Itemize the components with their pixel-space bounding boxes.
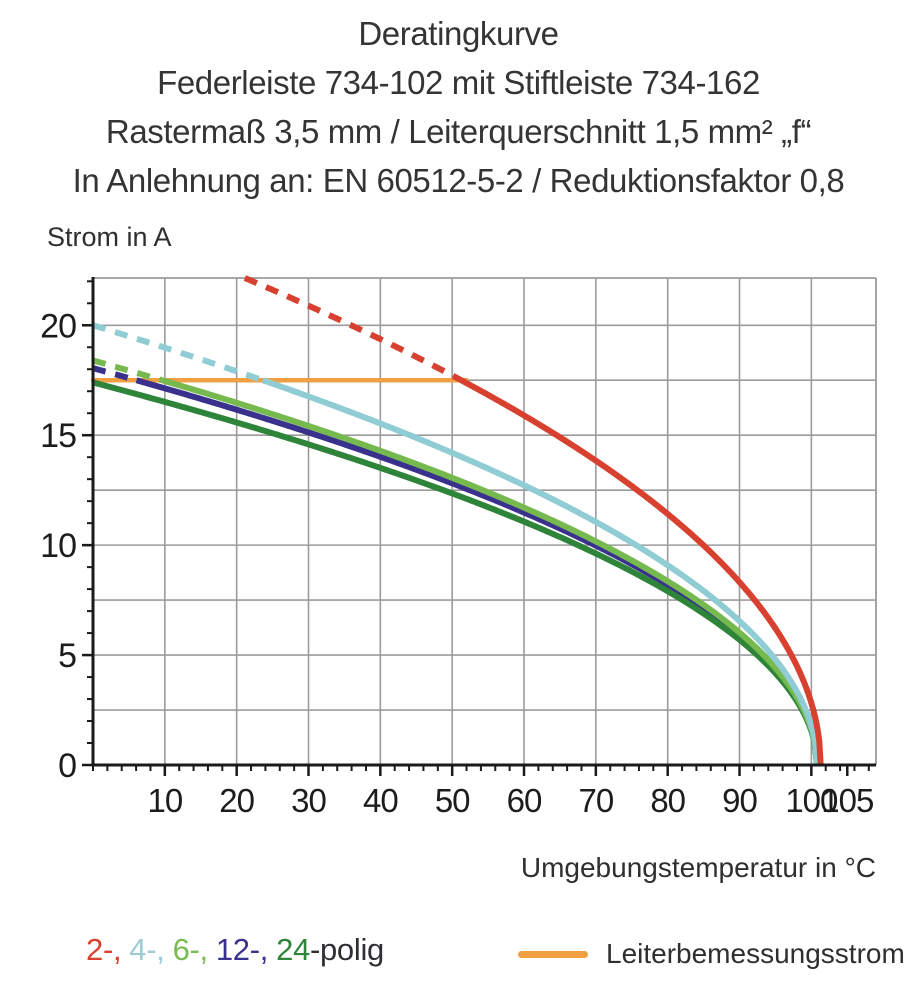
x-tick-label-30: 30 (291, 782, 326, 819)
legend-pole-item: 6-, (172, 932, 209, 967)
x-tick-label-20: 20 (219, 782, 254, 819)
y-tick-label-0: 0 (58, 747, 76, 785)
x-tick-label-105: 105 (821, 782, 873, 819)
x-tick-label-80: 80 (650, 782, 685, 819)
x-tick-label-70: 70 (578, 782, 613, 819)
title-block: Deratingkurve Federleiste 734-102 mit St… (0, 9, 917, 205)
x-tick-label-40: 40 (363, 782, 398, 819)
x-tick-label-100: 100 (785, 782, 838, 819)
legend-pole-item: 24 (276, 932, 310, 967)
x-tick-label-10: 10 (147, 782, 182, 819)
x-tick-label-60: 60 (507, 782, 542, 819)
rated-current-label: Leiterbemessungsstrom (606, 938, 905, 969)
chart-subtitle-specs: Rastermaß 3,5 mm / Leiterquerschnitt 1,5… (105, 113, 812, 150)
curve-dashed-12-polig (92, 365, 138, 384)
curve-12-polig (135, 377, 821, 766)
x-axis-title: Umgebungstemperatur in °C (520, 852, 876, 883)
y-tick-label-15: 15 (40, 417, 76, 455)
legend-pole-counts: 2-, 4-, 6-, 12-, 24-polig (86, 932, 384, 968)
curve-4-polig (261, 377, 821, 766)
y-tick-label-10: 10 (40, 527, 76, 565)
x-tick-label-50: 50 (435, 782, 470, 819)
legend-pole-item: 4-, (129, 932, 165, 967)
chart-subtitle-products: Federleiste 734-102 mit Stiftleiste 734-… (157, 64, 760, 101)
curve-24-polig (92, 379, 821, 766)
chart-title: Deratingkurve (358, 15, 559, 52)
x-tick-label-90: 90 (722, 782, 757, 819)
legend-pole-item: 2-, (86, 932, 122, 967)
y-tick-label-20: 20 (40, 307, 76, 345)
rated-current-line-swatch (518, 950, 588, 958)
curve-6-polig (161, 377, 821, 766)
y-axis-title: Strom in A (47, 222, 172, 252)
chart-subtitle-standard: In Anlehnung an: EN 60512-5-2 / Reduktio… (72, 162, 845, 199)
curve-dashed-4-polig (92, 322, 264, 384)
y-tick-label-5: 5 (58, 637, 76, 675)
curve-dashed-6-polig (92, 357, 163, 384)
legend-pole-item: 12-, (215, 932, 269, 967)
curve-2-polig (459, 377, 824, 766)
curve-dashed-2-polig (243, 275, 463, 383)
legend-pole-suffix: -polig (309, 932, 384, 967)
legend-rated-current: Leiterbemessungsstrom (518, 938, 905, 970)
